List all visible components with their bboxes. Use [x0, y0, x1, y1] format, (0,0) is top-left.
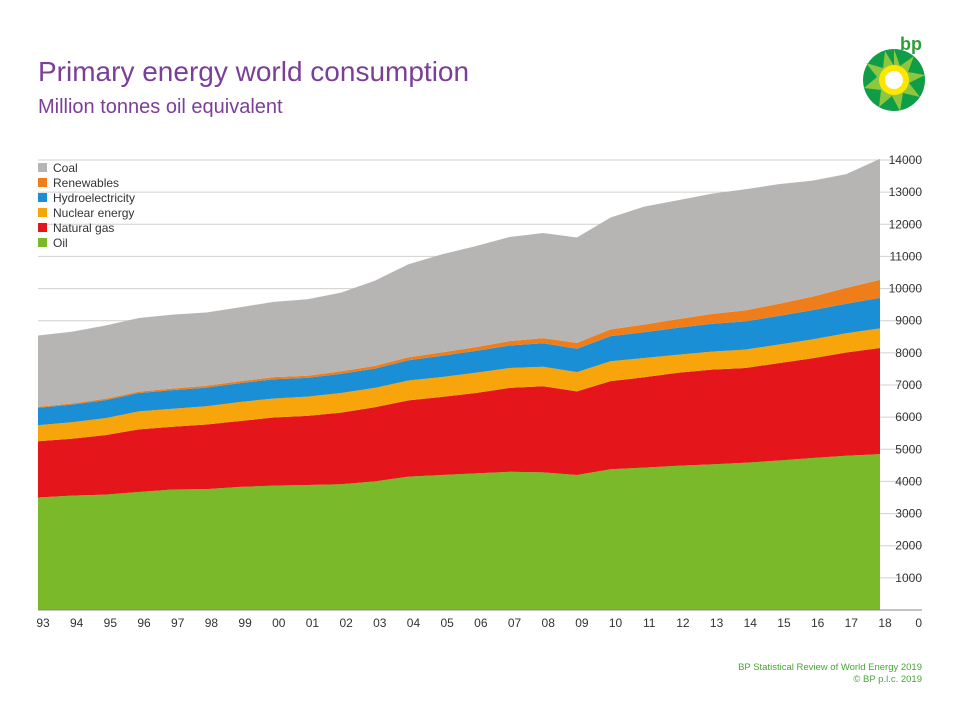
legend-swatch	[38, 163, 47, 172]
legend-swatch	[38, 208, 47, 217]
x-tick-label: 14	[744, 616, 758, 630]
legend-label: Natural gas	[53, 221, 114, 235]
legend-label: Renewables	[53, 176, 119, 190]
y-tick-label: 7000	[895, 378, 922, 392]
x-tick-label: 93	[36, 616, 50, 630]
y-tick-label: 1000	[895, 571, 922, 585]
legend-swatch	[38, 178, 47, 187]
x-tick-label: 10	[609, 616, 623, 630]
x-tick-label: 95	[104, 616, 118, 630]
x-tick-label: 98	[205, 616, 219, 630]
area-natural-gas	[38, 348, 880, 498]
legend-label: Hydroelectricity	[53, 191, 135, 205]
x-tick-label: 08	[542, 616, 556, 630]
x-axis-ticks: 93 94 95 96 97 98 99 00 01 02 03 04 05 06 07 08 09 10 11 12…	[36, 616, 892, 630]
y-tick-label: 11000	[890, 249, 923, 263]
y-tick-label: 10000	[889, 282, 923, 296]
x-tick-label: 12	[676, 616, 690, 630]
x-tick-label: 96	[137, 616, 151, 630]
y-tick-label: 0	[915, 616, 922, 630]
x-tick-label: 07	[508, 616, 522, 630]
x-tick-label: 09	[575, 616, 589, 630]
x-tick-label: 97	[171, 616, 185, 630]
y-tick-label: 12000	[889, 217, 923, 231]
x-tick-label: 94	[70, 616, 84, 630]
area-coal	[38, 158, 880, 407]
y-tick-label: 8000	[895, 346, 922, 360]
page-subtitle: Million tonnes oil equivalent	[38, 96, 283, 118]
x-tick-label: 16	[811, 616, 825, 630]
y-tick-label: 9000	[895, 314, 922, 328]
stacked-areas	[38, 158, 880, 610]
legend-swatch	[38, 223, 47, 232]
y-tick-label: 4000	[895, 474, 922, 488]
x-tick-label: 13	[710, 616, 724, 630]
legend-label: Coal	[53, 161, 78, 175]
area-nuclear-energy	[38, 328, 880, 442]
y-tick-label: 13000	[889, 185, 923, 199]
bp-logo-text: bp	[900, 34, 922, 54]
legend-label: Oil	[53, 236, 68, 250]
x-tick-label: 00	[272, 616, 286, 630]
x-tick-label: 04	[407, 616, 421, 630]
y-axis-ticks: 0 1000 2000 3000 4000 5000 6000 7000 8000 9000 100…	[889, 153, 923, 630]
x-tick-label: 02	[339, 616, 353, 630]
legend-swatch	[38, 238, 47, 247]
x-tick-label: 17	[845, 616, 859, 630]
footer: BP Statistical Review of World Energy 20…	[738, 662, 922, 686]
copyright-note: © BP p.l.c. 2019	[853, 674, 922, 685]
x-tick-label: 99	[238, 616, 252, 630]
x-tick-label: 15	[777, 616, 791, 630]
y-tick-label: 3000	[895, 507, 922, 521]
source-note: BP Statistical Review of World Energy 20…	[738, 662, 922, 673]
y-tick-label: 14000	[889, 153, 923, 167]
y-tick-label: 6000	[895, 410, 922, 424]
y-tick-label: 5000	[895, 442, 922, 456]
x-tick-label: 05	[440, 616, 454, 630]
x-tick-label: 03	[373, 616, 387, 630]
x-tick-label: 18	[878, 616, 892, 630]
y-tick-label: 2000	[895, 539, 922, 553]
x-tick-label: 06	[474, 616, 488, 630]
x-tick-label: 11	[643, 616, 656, 630]
energy-consumption-chart: 0100020003000400050006000700080009000100…	[36, 153, 923, 630]
area-oil	[38, 454, 880, 610]
legend-swatch	[38, 193, 47, 202]
page-title: Primary energy world consumption	[38, 56, 470, 87]
bp-helios-logo-icon	[863, 49, 925, 111]
x-tick-label: 01	[306, 616, 320, 630]
area-hydroelectricity	[38, 297, 880, 426]
legend-label: Nuclear energy	[53, 206, 134, 220]
